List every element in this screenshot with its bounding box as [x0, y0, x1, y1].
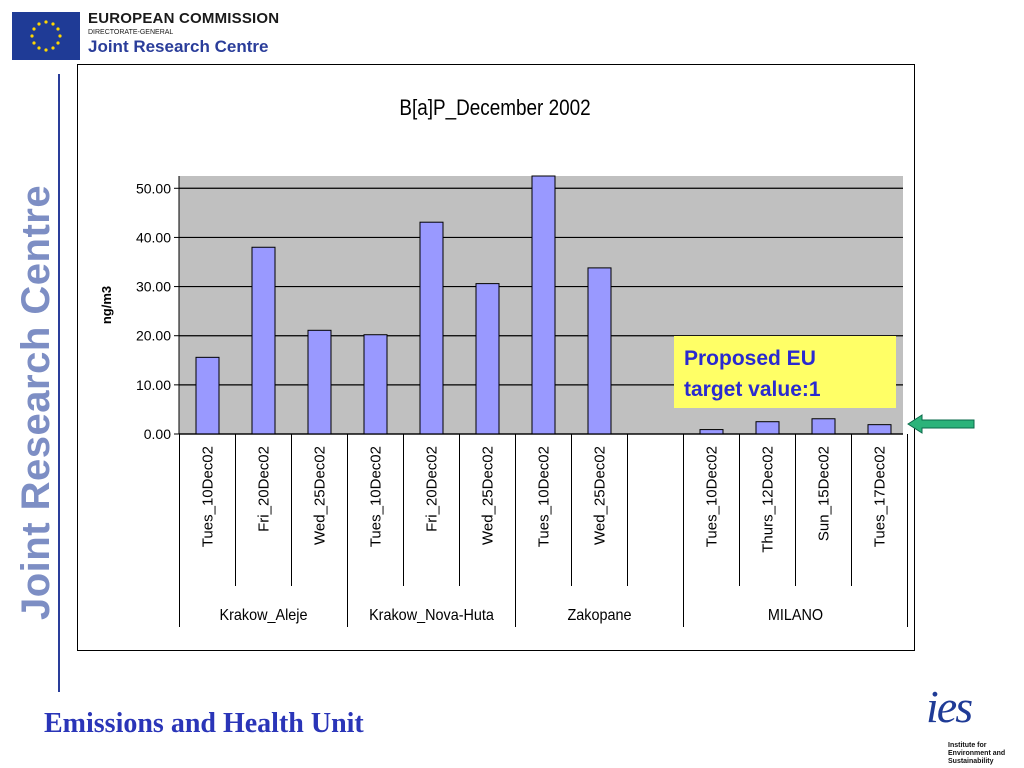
- bars: [195, 175, 892, 435]
- bar: [419, 221, 444, 435]
- vertical-divider: [58, 74, 60, 692]
- ies-logo: ies Institute for Environment and Sustai…: [920, 681, 1024, 768]
- x-category-label: Tues_10Dec02: [704, 446, 721, 547]
- bar: [811, 418, 836, 435]
- x-category-label: Sun_15Dec02: [816, 446, 833, 541]
- y-tick-label: 10.00: [136, 377, 171, 393]
- x-group-label: Krakow_Aleje: [219, 606, 307, 624]
- chart-frame: B[a]P_December 2002 ng/m3 0.00 10.00 20.00…: [77, 64, 915, 651]
- x-group-label: Zakopane: [567, 606, 631, 624]
- x-category-label: Fri_20Dec02: [256, 446, 273, 532]
- unit-title: Emissions and Health Unit: [44, 708, 364, 739]
- ies-logo-line-3: Sustainability: [948, 758, 994, 765]
- annotation-line-2: target value:1: [684, 378, 821, 401]
- header: EUROPEAN COMMISSION DIRECTORATE-GENERAL …: [0, 0, 1024, 70]
- bar: [195, 356, 220, 435]
- x-category-label: Wed_25Dec02: [480, 446, 497, 545]
- y-tick-label: 0.00: [144, 426, 171, 442]
- vertical-title: Joint Research Centre: [14, 184, 58, 620]
- chart-title: B[a]P_December 2002: [399, 96, 590, 121]
- y-tick-label: 50.00: [136, 180, 171, 196]
- x-category-label: Fri_20Dec02: [424, 446, 441, 532]
- x-category-label: Tues_10Dec02: [536, 446, 553, 547]
- ies-logo-line-1: Institute for: [948, 742, 987, 749]
- bar: [587, 267, 612, 435]
- ies-logo-mark: ies: [926, 681, 973, 732]
- x-group-labels: Krakow_Aleje Krakow_Nova-Huta Zakopane MILA…: [179, 586, 908, 627]
- eu-stars-icon: [30, 20, 62, 52]
- bar: [699, 429, 724, 435]
- bar-chart: B[a]P_December 2002 ng/m3 0.00 10.00 20.00…: [99, 96, 908, 627]
- x-category-label: Tues_10Dec02: [368, 446, 385, 547]
- x-category-label: Tues_10Dec02: [200, 446, 217, 547]
- x-category-label: Wed_25Dec02: [592, 446, 609, 545]
- annotation-line-1: Proposed EU: [684, 347, 816, 370]
- y-axis-label: ng/m3: [99, 286, 114, 324]
- bar: [755, 421, 780, 435]
- x-category-label: Thurs_12Dec02: [760, 446, 777, 553]
- annotation-box: Proposed EU target value:1: [674, 336, 896, 408]
- y-tick-label: 20.00: [136, 328, 171, 344]
- org-name: Joint Research Centre: [88, 37, 269, 56]
- eu-flag-logo: [12, 12, 80, 60]
- bar: [531, 175, 556, 435]
- org-block: EUROPEAN COMMISSION DIRECTORATE-GENERAL …: [88, 10, 279, 57]
- x-category-label: Tues_17Dec02: [872, 446, 889, 547]
- x-category-label: Wed_25Dec02: [312, 446, 329, 545]
- x-group-label: Krakow_Nova-Huta: [369, 606, 494, 624]
- y-tick-label: 40.00: [136, 229, 171, 245]
- org-subtitle: DIRECTORATE-GENERAL: [88, 29, 174, 36]
- x-category-labels: Tues_10Dec02 Fri_20Dec02 Wed_25Dec02 Tues_1…: [179, 434, 908, 586]
- y-tick-label: 30.00: [136, 279, 171, 295]
- bar: [475, 283, 500, 435]
- target-arrow-icon: [907, 414, 975, 434]
- bar: [363, 334, 388, 435]
- org-title: EUROPEAN COMMISSION: [88, 10, 280, 27]
- y-tick-labels: 0.00 10.00 20.00 30.00 40.00 50.00: [136, 180, 179, 442]
- bar: [867, 424, 892, 435]
- bar: [251, 246, 276, 435]
- ies-logo-line-2: Environment and: [948, 750, 1006, 757]
- bar: [307, 329, 332, 435]
- x-group-label: MILANO: [768, 606, 823, 624]
